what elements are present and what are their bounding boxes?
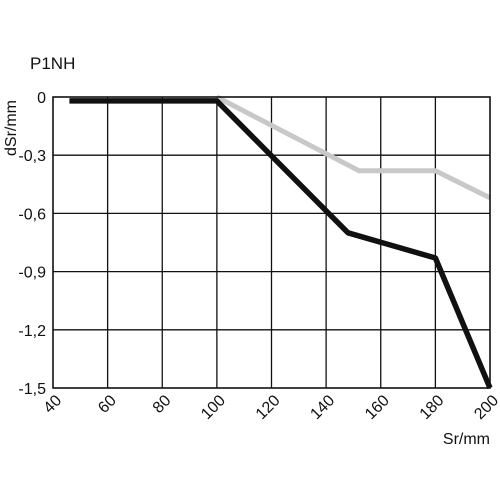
x-tick-label: 60 — [95, 392, 120, 417]
y-tick-label: -0,6 — [18, 206, 46, 223]
series-line-1 — [215, 94, 492, 201]
x-tick-label: 100 — [198, 392, 229, 423]
series-layer — [69, 94, 493, 390]
y-tick-label: -1,5 — [18, 381, 46, 398]
x-tick-label: 200 — [471, 392, 500, 423]
x-tick-label: 180 — [417, 392, 448, 423]
y-tick-label: -0,3 — [18, 148, 46, 165]
x-tick-label: 140 — [307, 392, 338, 423]
grid-layer — [53, 97, 490, 388]
y-axis-label: dSr/mm — [3, 100, 20, 156]
y-tick-label: 0 — [37, 90, 46, 107]
x-tick-label: 160 — [362, 392, 393, 423]
plot-frame — [52, 96, 491, 389]
y-tick-label: -0,9 — [18, 265, 46, 282]
x-axis-label: Sr/mm — [443, 431, 490, 448]
series-line-2 — [69, 98, 493, 390]
x-tick-label: 80 — [150, 392, 175, 417]
chart-title: P1NH — [30, 54, 75, 73]
y-tick-label: -1,2 — [18, 323, 46, 340]
x-tick-label: 120 — [253, 392, 284, 423]
frame-layer — [52, 96, 491, 389]
